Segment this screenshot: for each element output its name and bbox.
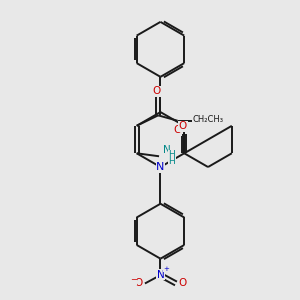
Text: O: O bbox=[179, 121, 187, 131]
Text: O: O bbox=[134, 278, 142, 289]
Text: N: N bbox=[157, 269, 165, 280]
Text: O: O bbox=[178, 278, 187, 289]
Text: −: − bbox=[130, 275, 137, 284]
Text: H: H bbox=[169, 150, 175, 159]
Text: N: N bbox=[163, 145, 170, 155]
Text: CH₂CH₃: CH₂CH₃ bbox=[193, 115, 224, 124]
Text: +: + bbox=[163, 266, 169, 272]
Text: O: O bbox=[152, 86, 161, 97]
Text: O: O bbox=[173, 125, 182, 135]
Text: H: H bbox=[169, 157, 175, 166]
Text: N: N bbox=[156, 162, 165, 172]
